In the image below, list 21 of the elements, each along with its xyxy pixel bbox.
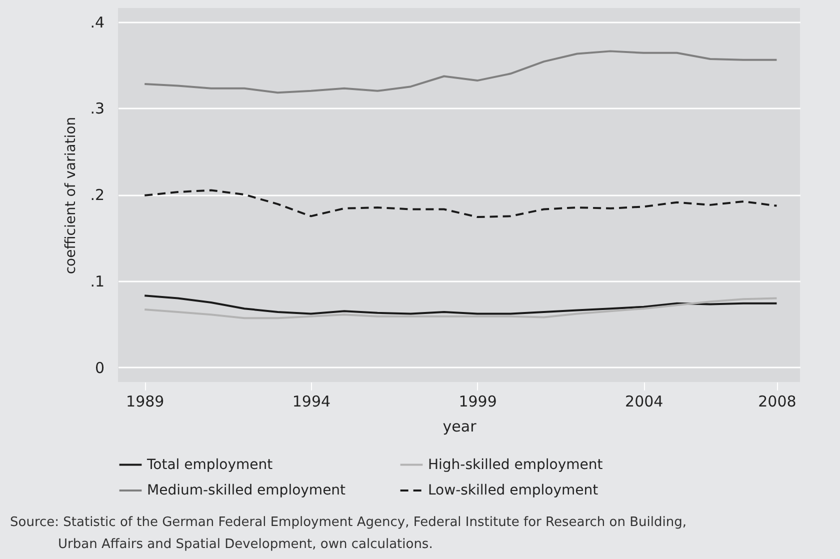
- x-tick-label: 2004: [625, 392, 664, 410]
- source-note: Source: Statistic of the German Federal Employment Agency, Federal Institute for Research on Building, Urban Affairs and Spatial Development, own calculations.: [10, 514, 688, 554]
- y-axis-title: coefficient of variation: [63, 116, 80, 274]
- legend-label: Medium-skilled employment: [147, 482, 346, 498]
- y-tick-label: .1: [90, 272, 104, 290]
- line-series: [144, 50, 778, 94]
- x-tick-label: 1999: [458, 392, 497, 410]
- y-tick-label: 0: [94, 358, 104, 377]
- x-tick-label: 2008: [758, 392, 796, 410]
- line-series: [144, 189, 778, 218]
- legend-label: High-skilled employment: [428, 456, 604, 473]
- y-tick-label: .4: [90, 13, 104, 32]
- y-tick-label: .2: [90, 186, 104, 204]
- y-tick-label: .3: [90, 100, 104, 118]
- x-tick-label: 1994: [292, 392, 331, 410]
- line-series: [144, 297, 778, 320]
- legend-label: Total employment: [146, 456, 274, 473]
- x-axis-title: year: [442, 418, 478, 436]
- line-series: [144, 294, 778, 315]
- x-tick-label: 1989: [126, 392, 164, 410]
- legend-label: Low-skilled employment: [428, 482, 599, 498]
